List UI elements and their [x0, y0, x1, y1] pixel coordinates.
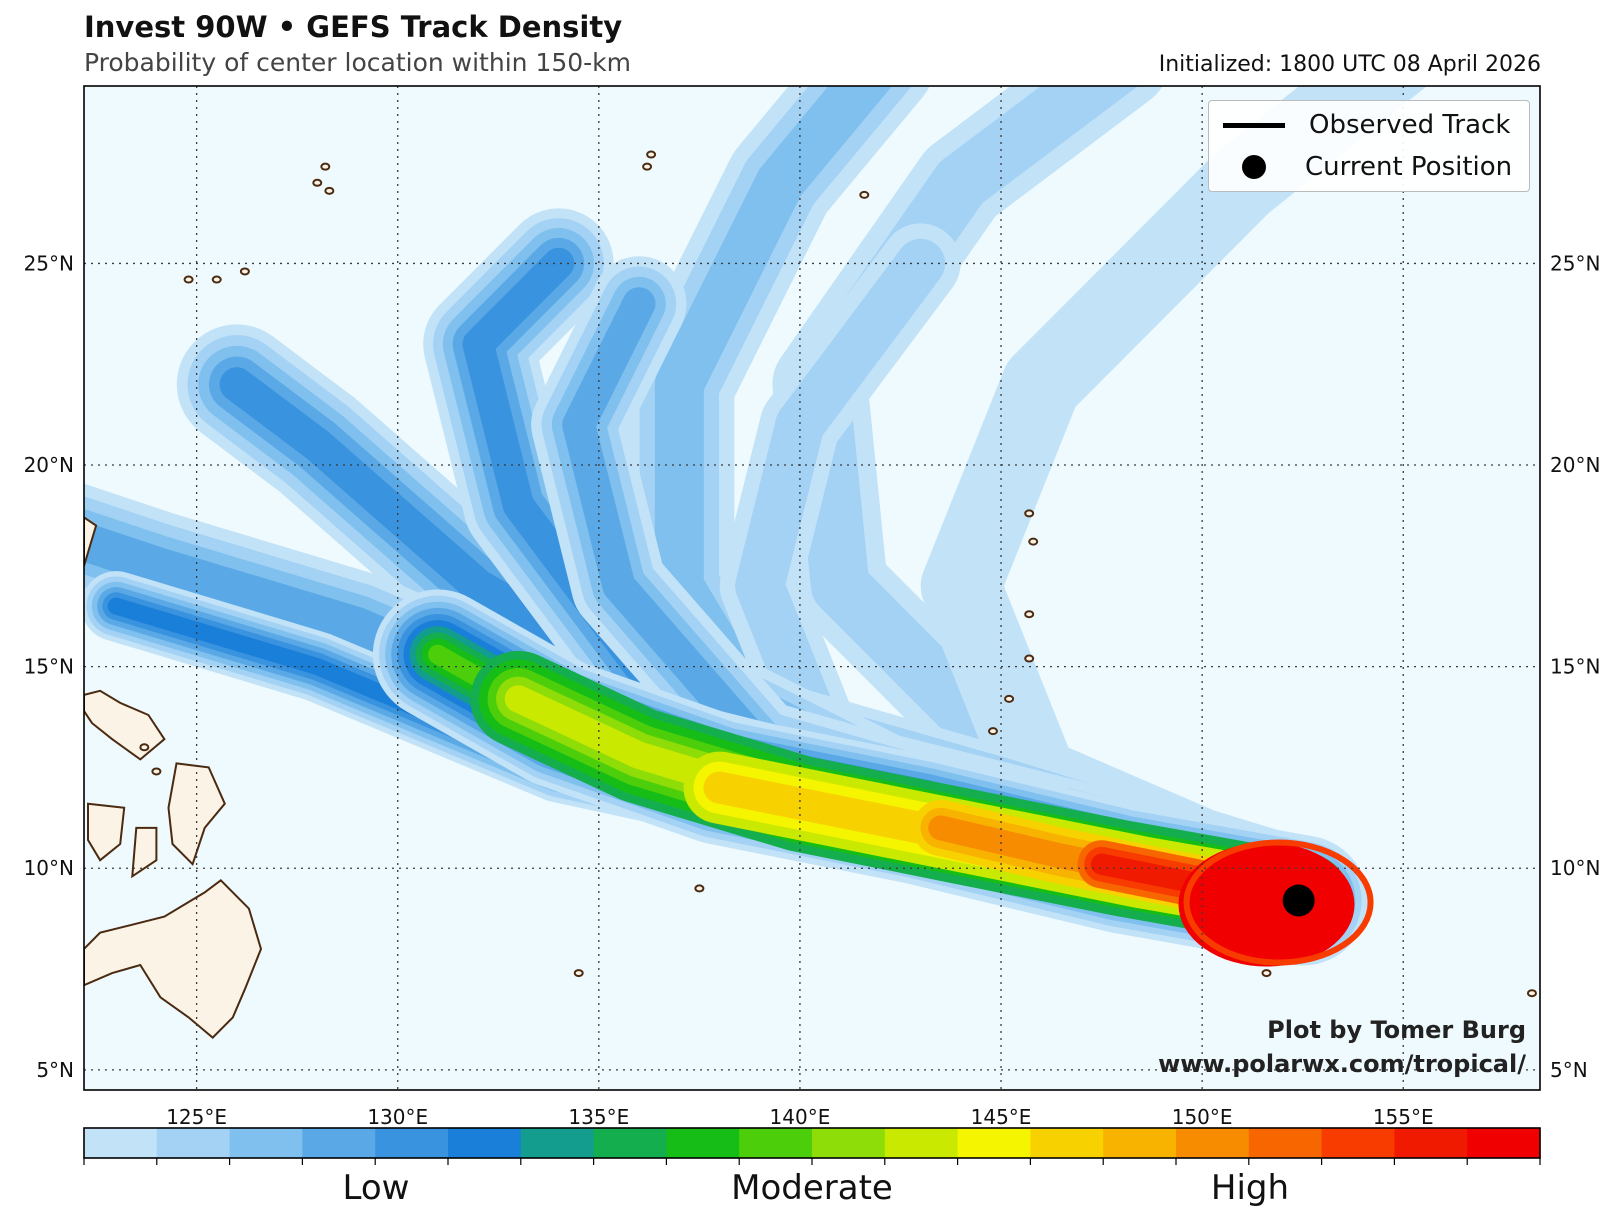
map-frame — [83, 85, 1541, 1091]
credit-url: www.polarwx.com/tropical/ — [1158, 1050, 1526, 1078]
island — [183, 275, 194, 284]
land-samar-leyte — [167, 762, 226, 867]
lat-tick-label-left: 5°N — [36, 1058, 74, 1082]
legend-observed-track: Observed Track — [1223, 105, 1510, 145]
colorbar — [83, 1127, 1541, 1165]
island — [1261, 969, 1272, 978]
island — [987, 727, 998, 736]
colorbar-swatch — [739, 1128, 813, 1158]
density-core — [1178, 842, 1355, 967]
lat-tick-label-right: 10°N — [1550, 856, 1600, 880]
island — [1024, 610, 1035, 619]
axis-ticks: 125°E 130°E 135°E 140°E 145°E 150°E 155°E 5°N 5°… — [24, 251, 1601, 1129]
island — [694, 884, 705, 893]
colorbar-swatch — [1467, 1128, 1541, 1158]
density-core-edge — [1183, 839, 1374, 966]
map-subtitle: Probability of center location within 15… — [84, 48, 632, 77]
colorbar-swatch — [448, 1128, 522, 1158]
lon-tick-label: 135°E — [568, 1105, 629, 1129]
island — [573, 969, 584, 978]
lon-tick-label: 140°E — [770, 1105, 831, 1129]
land-luzon-south — [84, 689, 166, 761]
position-dot-icon — [1242, 155, 1266, 179]
island — [646, 150, 657, 159]
lat-tick-label-left: 25°N — [24, 251, 74, 275]
colorbar-label-high: High — [1210, 1168, 1290, 1208]
colorbar-swatch — [593, 1128, 667, 1158]
colorbar-swatch — [375, 1128, 449, 1158]
colorbar-swatch — [520, 1128, 595, 1158]
island — [859, 190, 870, 199]
island — [151, 767, 162, 776]
colorbar-swatch — [1321, 1128, 1395, 1158]
island — [324, 186, 335, 195]
island — [1024, 509, 1035, 518]
colorbar-swatch — [84, 1128, 158, 1158]
island — [320, 162, 331, 171]
colorbar-swatch — [1103, 1128, 1177, 1158]
island — [312, 178, 323, 187]
colorbar-swatch — [156, 1128, 231, 1158]
island — [642, 162, 653, 171]
colorbar-swatch — [812, 1128, 886, 1158]
lat-tick-label-right: 15°N — [1550, 655, 1600, 679]
lat-tick-label-left: 20°N — [24, 453, 74, 477]
lon-tick-label: 155°E — [1373, 1105, 1434, 1129]
lon-tick-label: 150°E — [1172, 1105, 1233, 1129]
island — [1024, 654, 1035, 663]
lat-tick-label-right: 20°N — [1550, 453, 1600, 477]
land-masses — [84, 150, 1537, 1039]
land-panay-negros — [87, 802, 126, 862]
colorbar-swatch — [1030, 1128, 1104, 1158]
credit-author: Plot by Tomer Burg — [1267, 1016, 1526, 1044]
island — [1004, 694, 1015, 703]
island — [139, 743, 150, 752]
island — [1526, 989, 1537, 998]
initialized-time: Initialized: 1800 UTC 08 April 2026 — [1158, 52, 1541, 77]
colorbar-swatch — [1394, 1128, 1468, 1158]
lat-tick-label-left: 15°N — [24, 655, 74, 679]
land-cebu — [131, 826, 158, 879]
legend: Observed Track Current Position — [1208, 100, 1530, 192]
lon-tick-label: 145°E — [971, 1105, 1032, 1129]
colorbar-label-low: Low — [342, 1168, 410, 1208]
colorbar-frame — [83, 1127, 1541, 1159]
colorbar-swatch — [957, 1128, 1031, 1158]
current-position-marker — [1282, 884, 1315, 917]
land-luzon-north — [84, 516, 98, 567]
lon-tick-label: 130°E — [367, 1105, 428, 1129]
legend-current-position: Current Position — [1223, 147, 1512, 187]
lat-tick-label-left: 10°N — [24, 856, 74, 880]
land-mindanao — [84, 878, 263, 1039]
island — [1028, 537, 1039, 546]
map-title: Invest 90W • GEFS Track Density — [84, 10, 623, 44]
density-field — [84, 86, 1428, 967]
island — [211, 275, 222, 284]
colorbar-swatch — [1248, 1128, 1323, 1158]
gridlines — [84, 86, 1540, 1090]
lat-tick-label-right: 5°N — [1550, 1058, 1588, 1082]
colorbar-label-moderate: Moderate — [731, 1168, 893, 1208]
lon-tick-label: 125°E — [166, 1105, 227, 1129]
colorbar-swatch — [229, 1128, 303, 1158]
colorbar-swatch — [1176, 1128, 1250, 1158]
lat-tick-label-right: 25°N — [1550, 251, 1600, 275]
colorbar-swatch — [302, 1128, 376, 1158]
colorbar-swatch — [666, 1128, 740, 1158]
island — [239, 267, 250, 276]
track-line-icon — [1223, 122, 1285, 128]
colorbar-swatch — [884, 1128, 959, 1158]
